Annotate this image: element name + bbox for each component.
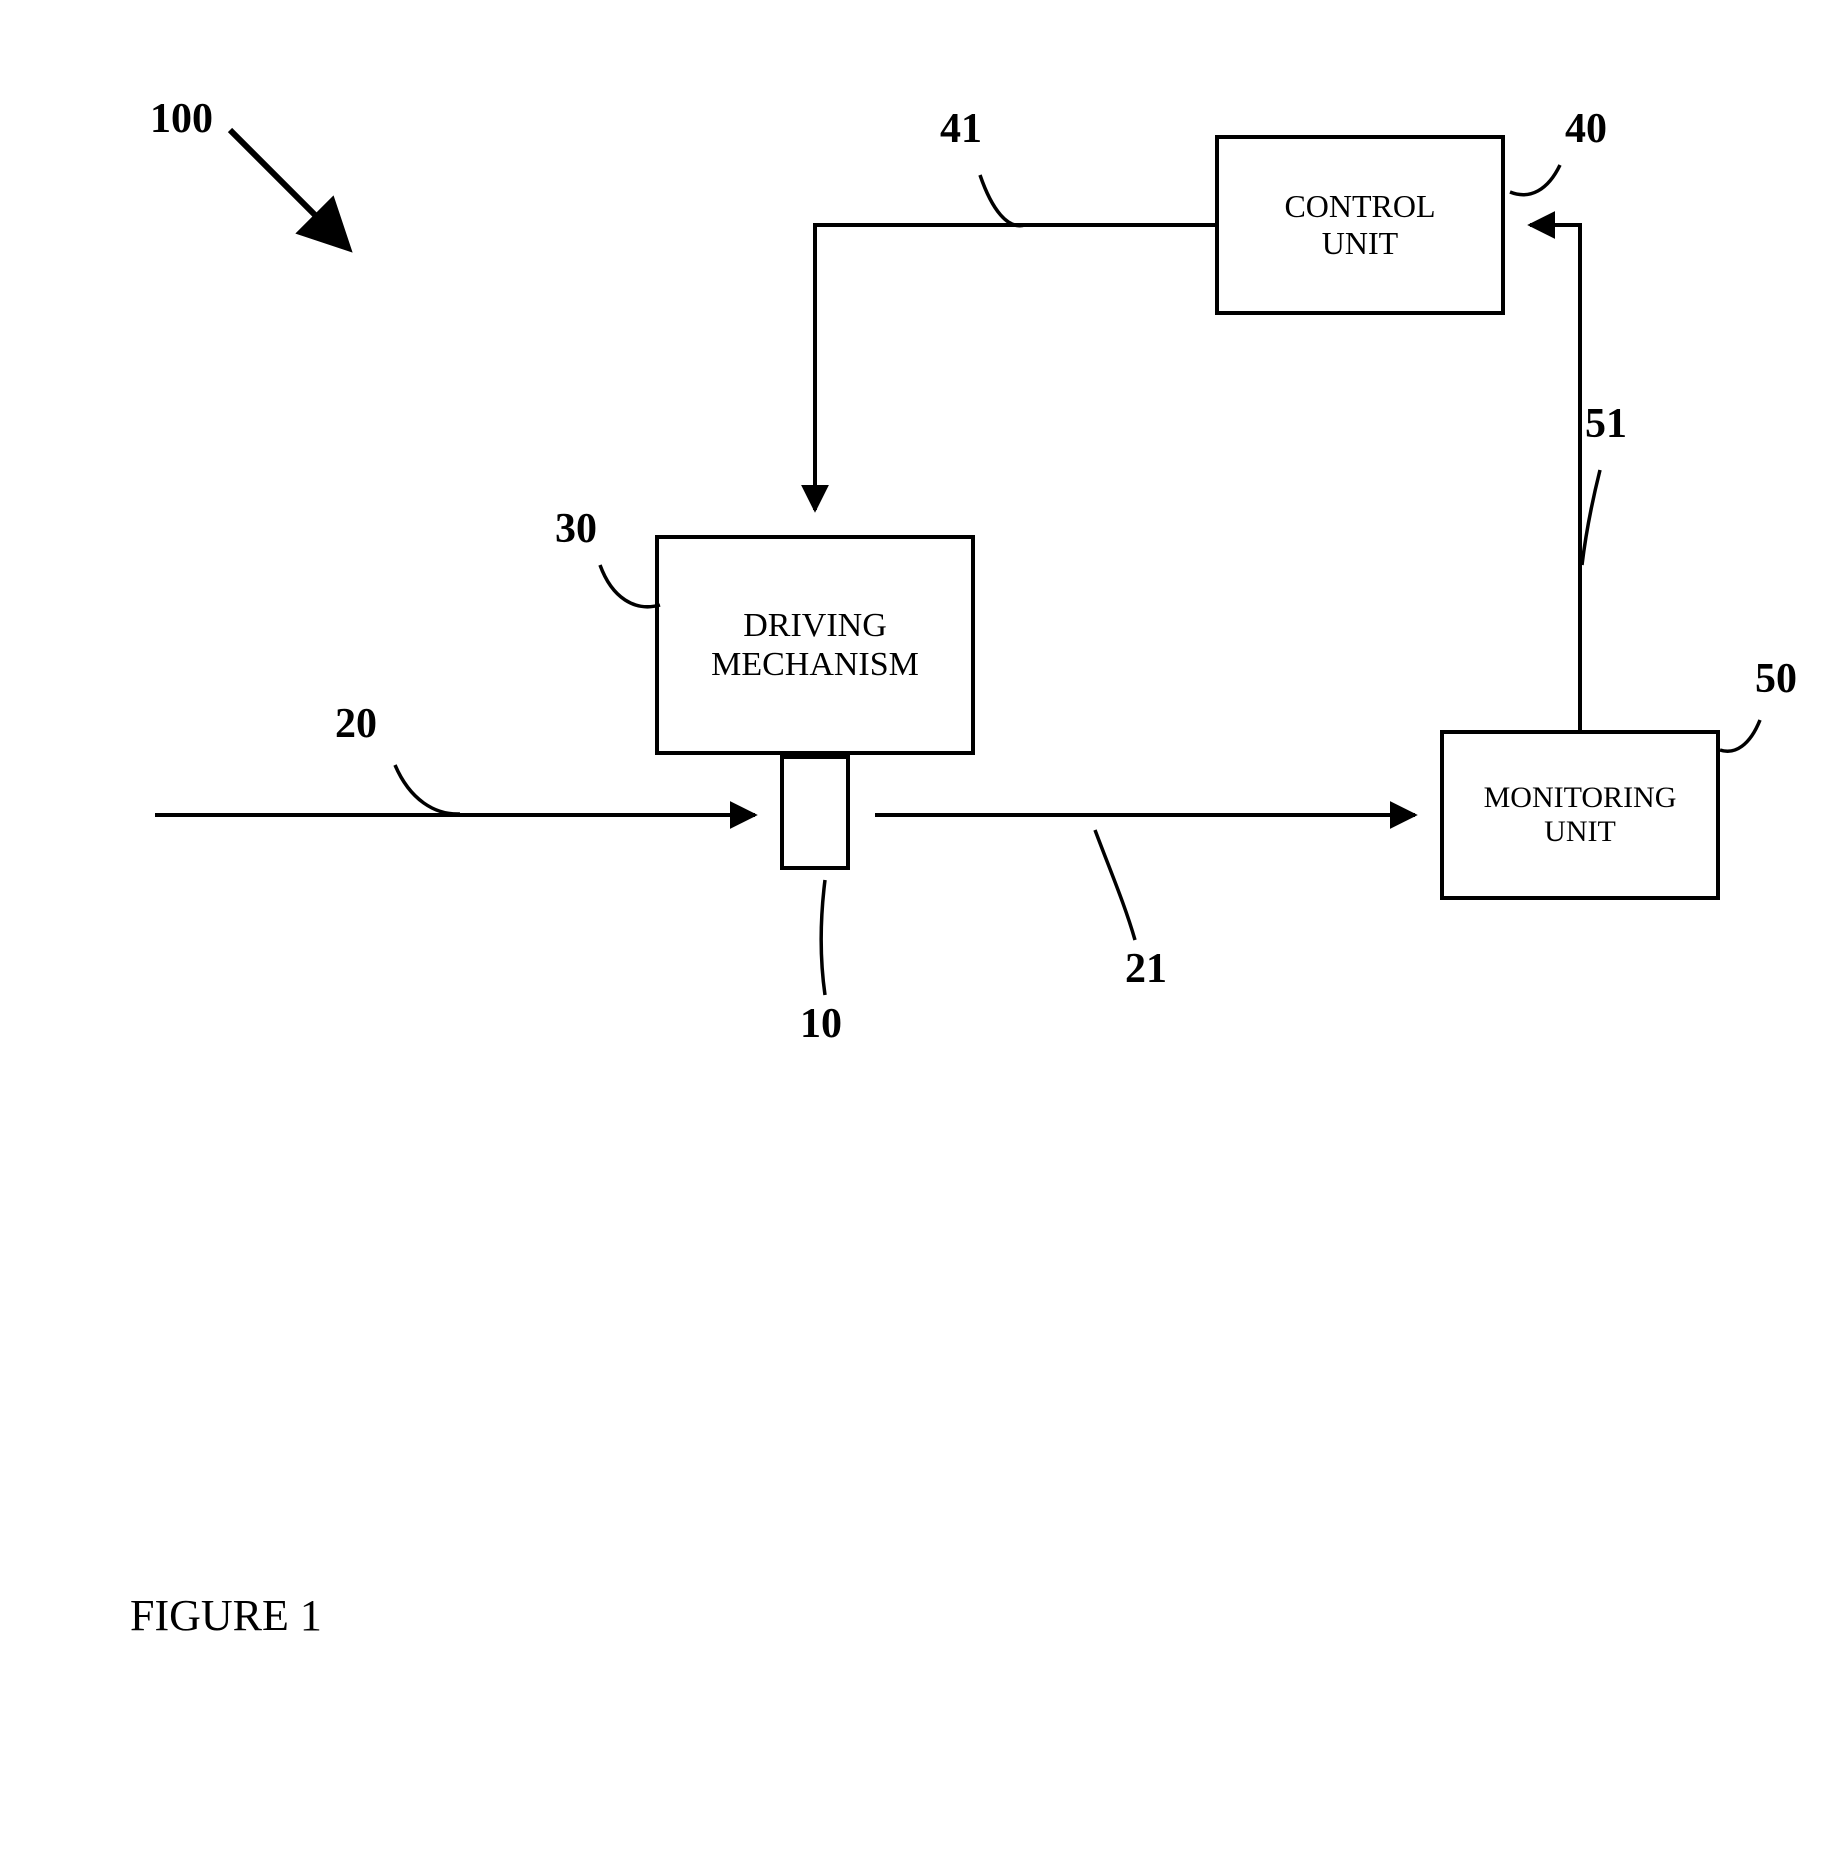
- leader-41: [980, 175, 1025, 226]
- driving-mechanism-box: DRIVING MECHANISM: [655, 535, 975, 755]
- ref-20: 20: [335, 700, 377, 748]
- control-unit-label: CONTROL UNIT: [1284, 188, 1435, 262]
- driving-mechanism-label: DRIVING MECHANISM: [711, 606, 919, 684]
- control-unit-box: CONTROL UNIT: [1215, 135, 1505, 315]
- leader-50: [1720, 720, 1760, 751]
- ref-50: 50: [1755, 655, 1797, 703]
- leader-21: [1095, 830, 1135, 940]
- edge-mon-to-ctrl: [1530, 225, 1580, 730]
- leader-30: [600, 565, 660, 607]
- edge-system-pointer: [230, 130, 345, 245]
- edge-ctrl-to-drive: [815, 225, 1215, 510]
- leader-20: [395, 765, 460, 814]
- connectors-layer: [0, 0, 1837, 1851]
- figure-caption: FIGURE 1: [130, 1590, 322, 1641]
- leader-10: [821, 880, 825, 995]
- monitoring-unit-box: MONITORING UNIT: [1440, 730, 1720, 900]
- leader-51: [1582, 470, 1600, 565]
- ref-21: 21: [1125, 945, 1167, 993]
- ref-41: 41: [940, 105, 982, 153]
- ref-51: 51: [1585, 400, 1627, 448]
- leader-40: [1510, 165, 1560, 195]
- monitoring-unit-label: MONITORING UNIT: [1484, 781, 1677, 850]
- ref-10: 10: [800, 1000, 842, 1048]
- ref-100: 100: [150, 95, 213, 143]
- diagram-canvas: CONTROL UNIT DRIVING MECHANISM MONITORIN…: [0, 0, 1837, 1851]
- ref-40: 40: [1565, 105, 1607, 153]
- filter-element-box: [780, 755, 850, 870]
- ref-30: 30: [555, 505, 597, 553]
